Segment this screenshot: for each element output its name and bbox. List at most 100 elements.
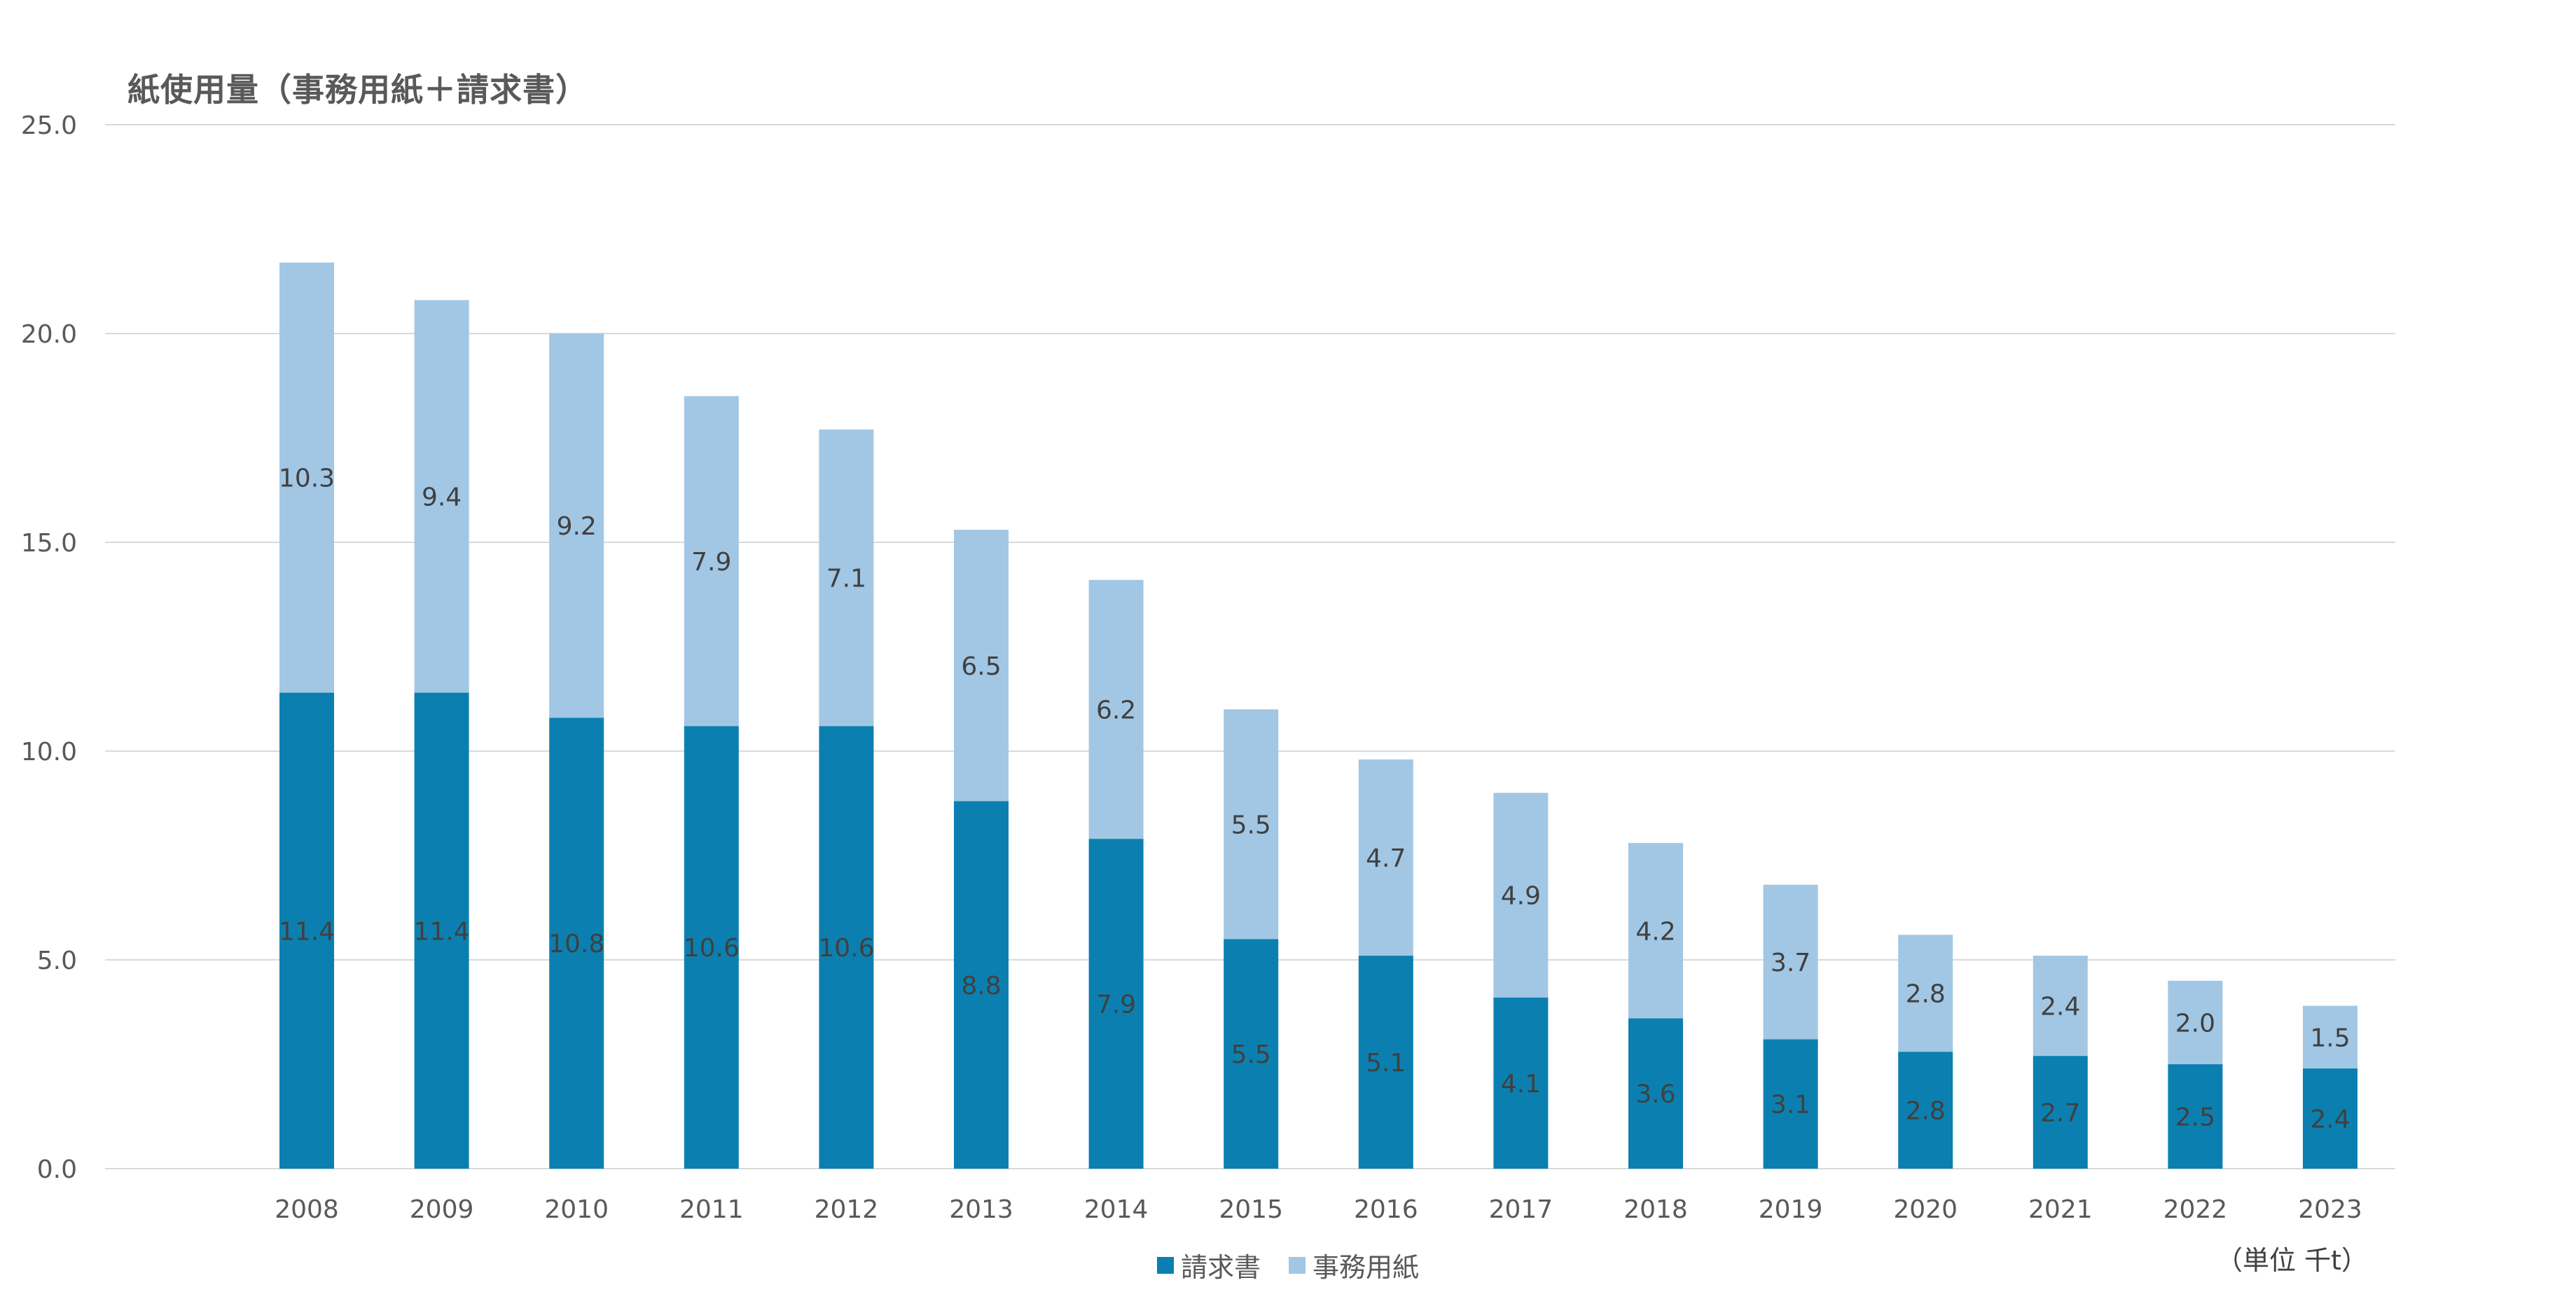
bar-invoice [1763, 1039, 1818, 1169]
bars [279, 262, 2357, 1169]
x-tick-label: 2011 [679, 1195, 744, 1224]
bar-office-paper [819, 429, 874, 727]
data-label: 2.7 [2040, 1099, 2080, 1128]
bar-office-paper [279, 262, 334, 693]
bar-invoice [819, 726, 874, 1169]
data-label: 3.7 [1771, 949, 1810, 977]
bar-invoice [2303, 1068, 2357, 1169]
data-label: 7.9 [1096, 991, 1136, 1019]
legend-item-invoice: 請求書 [1156, 1246, 1261, 1284]
legend-label-invoice: 請求書 [1180, 1252, 1261, 1283]
legend-item-office-paper: 事務用紙 [1289, 1246, 1419, 1284]
x-tick-label: 2014 [1084, 1195, 1149, 1224]
data-label: 4.9 [1501, 882, 1541, 911]
bar-invoice [1628, 1018, 1683, 1169]
axes: 0.0 5.0 10.0 15.0 20.0 25.0 2008 2009 2010 2011 20… [21, 111, 2362, 1224]
y-tick-label: 10.0 [21, 738, 77, 767]
data-label: 3.6 [1635, 1080, 1675, 1109]
bar-invoice [279, 692, 334, 1169]
bar-invoice [414, 692, 469, 1169]
legend-label-office-paper: 事務用紙 [1313, 1252, 1420, 1283]
bar-office-paper [2303, 1005, 2357, 1068]
data-label: 5.1 [1366, 1049, 1406, 1078]
data-label: 11.4 [414, 917, 470, 946]
legend-swatch-office-paper [1289, 1256, 1306, 1274]
data-labels: 11.4 10.3 11.4 9.4 10.8 9.2 10.6 7.9 10.6 7.1 8.8 6… [279, 465, 2350, 1134]
data-label: 2.4 [2310, 1105, 2350, 1134]
bar-office-paper [414, 300, 469, 693]
x-tick-label: 2015 [1219, 1195, 1283, 1224]
x-tick-label: 2009 [410, 1195, 474, 1224]
bar-office-paper [1763, 884, 1818, 1040]
y-tick-label: 15.0 [21, 529, 77, 558]
bar-invoice [1224, 939, 1279, 1169]
data-label: 2.5 [2175, 1104, 2215, 1132]
bar-office-paper [1493, 792, 1549, 998]
bar-office-paper [1358, 759, 1413, 956]
data-label: 10.3 [279, 465, 335, 493]
data-label: 3.1 [1771, 1091, 1810, 1120]
data-label: 1.5 [2310, 1024, 2350, 1052]
data-label: 6.5 [961, 652, 1001, 681]
y-tick-label: 5.0 [37, 947, 77, 975]
bar-invoice [1898, 1052, 1953, 1169]
data-label: 4.2 [1635, 917, 1675, 946]
x-tick-label: 2018 [1623, 1195, 1688, 1224]
data-label: 2.0 [2175, 1009, 2215, 1038]
bar-invoice [954, 801, 1009, 1169]
bar-office-paper [2033, 956, 2088, 1057]
data-label: 9.2 [557, 512, 597, 541]
data-label: 5.5 [1231, 1040, 1271, 1069]
data-label: 10.6 [684, 934, 740, 963]
data-label: 7.1 [826, 565, 866, 593]
bar-office-paper [1224, 709, 1279, 940]
bar-office-paper [684, 396, 739, 727]
x-tick-label: 2017 [1489, 1195, 1553, 1224]
x-tick-label: 2020 [1893, 1195, 1958, 1224]
data-label: 4.1 [1501, 1070, 1541, 1099]
data-label: 4.7 [1366, 844, 1406, 873]
bar-invoice [549, 717, 604, 1169]
data-label: 10.8 [548, 930, 604, 958]
x-tick-label: 2019 [1759, 1195, 1823, 1224]
x-tick-label: 2010 [544, 1195, 609, 1224]
x-tick-label: 2021 [2028, 1195, 2093, 1224]
x-tick-label: 2013 [949, 1195, 1013, 1224]
x-tick-label: 2023 [2298, 1195, 2362, 1224]
data-label: 5.5 [1231, 811, 1271, 839]
data-label: 2.8 [1906, 980, 1946, 1009]
legend: 請求書 事務用紙 [0, 1246, 2576, 1284]
bar-office-paper [1088, 579, 1144, 839]
data-label: 10.6 [818, 934, 874, 963]
bar-office-paper [1628, 843, 1683, 1019]
data-label: 6.2 [1096, 696, 1136, 724]
x-tick-label: 2012 [815, 1195, 879, 1224]
data-label: 2.4 [2040, 993, 2080, 1022]
chart-title: 紙使用量（事務用紙＋請求書） [127, 71, 588, 109]
bar-invoice [684, 726, 739, 1169]
y-tick-label: 25.0 [21, 111, 77, 140]
data-label: 9.4 [422, 483, 462, 511]
data-label: 2.8 [1906, 1097, 1946, 1126]
bar-office-paper [549, 334, 604, 718]
bar-invoice [2033, 1056, 2088, 1169]
unit-label: （単位 千t） [2216, 1245, 2368, 1276]
bar-invoice [2168, 1064, 2223, 1169]
data-label: 7.9 [691, 548, 731, 577]
bar-invoice [1358, 956, 1413, 1169]
bar-invoice [1088, 839, 1144, 1169]
y-tick-label: 0.0 [37, 1155, 77, 1184]
bar-office-paper [954, 530, 1009, 802]
bar-office-paper [1898, 935, 1953, 1052]
data-label: 11.4 [279, 917, 335, 946]
legend-swatch-invoice [1156, 1256, 1174, 1274]
bar-invoice [1493, 997, 1549, 1169]
x-tick-label: 2022 [2163, 1195, 2228, 1224]
data-label: 8.8 [961, 972, 1001, 1001]
x-tick-label: 2008 [275, 1195, 339, 1224]
y-tick-label: 20.0 [21, 320, 77, 349]
x-tick-label: 2016 [1354, 1195, 1418, 1224]
bar-office-paper [2168, 980, 2223, 1064]
